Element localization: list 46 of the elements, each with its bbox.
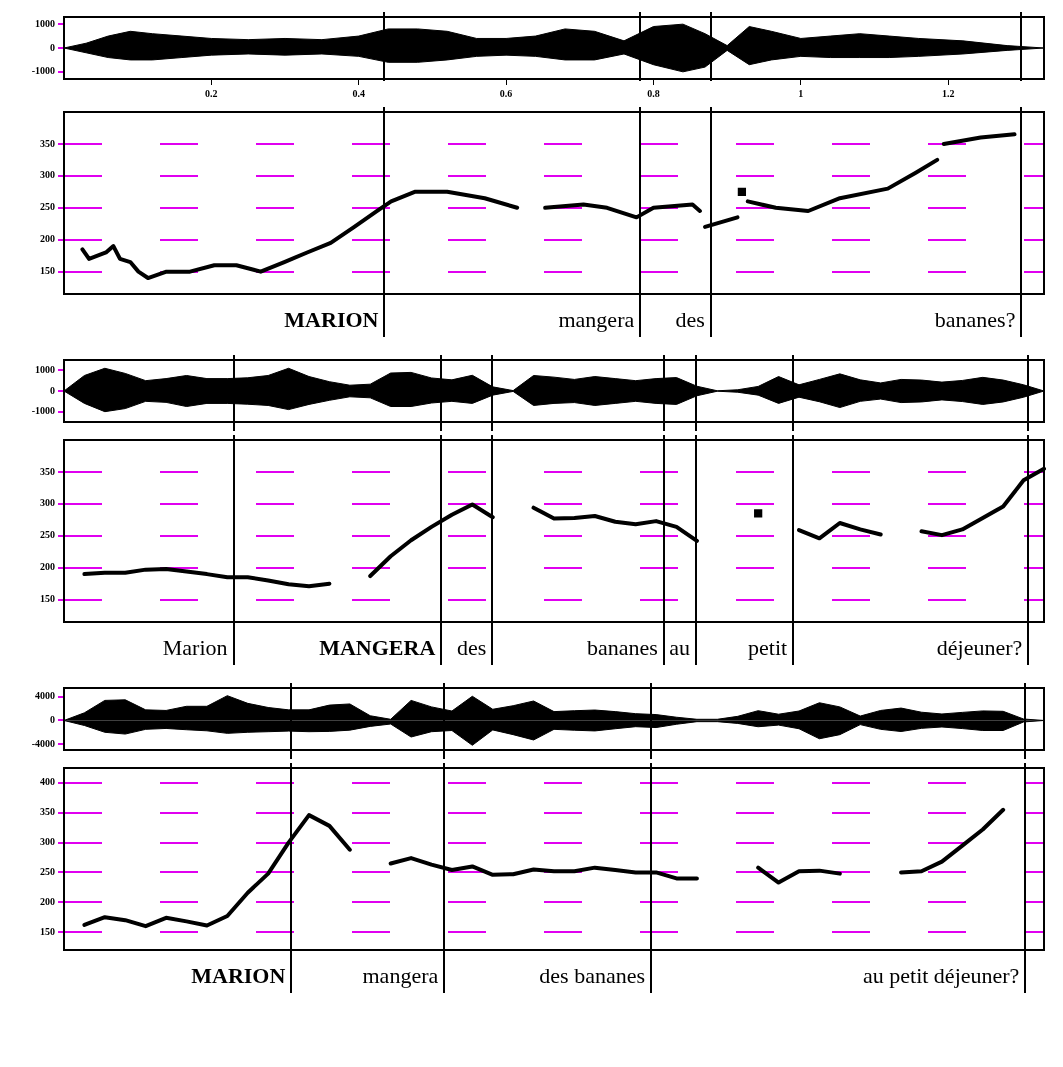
- y-tick-label: 0: [50, 714, 55, 726]
- text: des: [674, 307, 705, 333]
- y-tick-label: 150: [40, 925, 55, 937]
- text: petit: [747, 635, 788, 661]
- y-tick-label: 350: [40, 806, 55, 818]
- y-tick-label: 150: [40, 593, 55, 605]
- y-tick-label: 400: [40, 776, 55, 788]
- y-tick-label: -4000: [31, 737, 55, 749]
- x-tick-label: 1.2: [941, 87, 955, 99]
- text: MARION: [283, 307, 379, 333]
- y-tick-label: 0: [50, 41, 55, 53]
- x-tick-label: 0.2: [205, 87, 218, 99]
- y-tick-label: -1000: [31, 65, 55, 77]
- text: MARION: [190, 963, 286, 989]
- x-tick-label: 1: [798, 87, 804, 99]
- y-tick-label: 300: [40, 497, 55, 509]
- x-tick-label: 0.6: [499, 87, 513, 99]
- x-tick-label: 0.4: [352, 87, 365, 99]
- text: mangera: [361, 963, 439, 989]
- text: Marion: [161, 635, 228, 661]
- y-tick-label: 250: [40, 866, 55, 877]
- text: MANGERA: [318, 635, 436, 661]
- text: au petit déjeuner?: [862, 963, 1020, 989]
- y-tick-label: 300: [40, 169, 55, 181]
- y-tick-label: 4000: [35, 690, 55, 702]
- text: mangera: [557, 307, 635, 333]
- y-tick-label: 200: [40, 233, 55, 245]
- x-tick-label: 0.8: [647, 87, 660, 99]
- y-tick-label: 300: [40, 836, 55, 848]
- text: déjeuner?: [935, 635, 1023, 661]
- text: bananes?: [933, 307, 1016, 333]
- y-tick-label: 1000: [35, 17, 55, 29]
- y-tick-label: 350: [40, 137, 55, 149]
- y-tick-label: 350: [40, 465, 55, 477]
- y-tick-label: 200: [40, 561, 55, 573]
- text: des bananes: [538, 963, 645, 989]
- text: des: [455, 635, 487, 661]
- y-tick-label: 150: [40, 265, 55, 277]
- y-tick-label: 200: [40, 895, 55, 907]
- y-tick-label: 1000: [35, 363, 55, 375]
- y-tick-label: -1000: [31, 405, 55, 417]
- text: bananes: [585, 635, 658, 661]
- y-tick-label: 250: [40, 201, 55, 213]
- y-tick-label: 250: [40, 529, 55, 541]
- y-tick-label: 0: [50, 384, 55, 396]
- text: au: [668, 635, 691, 661]
